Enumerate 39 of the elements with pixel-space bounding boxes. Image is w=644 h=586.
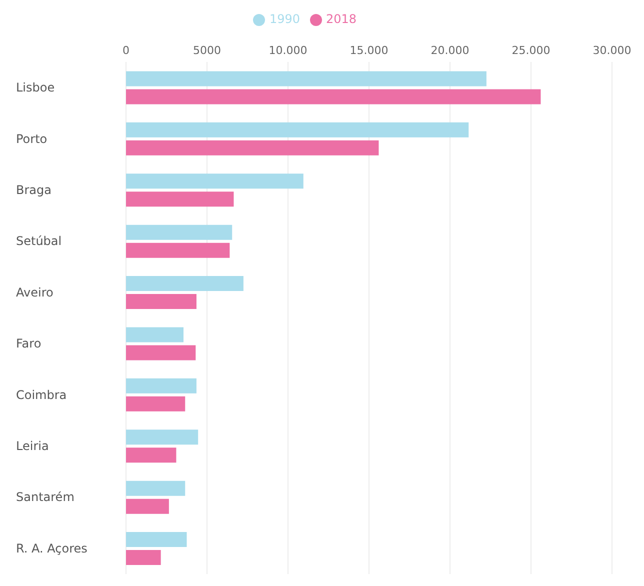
legend-label: 1990 (269, 12, 300, 26)
y-tick-label: Aveiro (16, 285, 54, 300)
bar (126, 345, 196, 360)
y-tick-label: Lisboe (16, 80, 55, 95)
x-tick-label: 10.000 (268, 44, 308, 57)
bar (126, 122, 469, 138)
y-tick-label: Porto (16, 132, 48, 146)
bar (126, 498, 169, 514)
y-tick-label: Santarém (16, 490, 74, 504)
bar (126, 71, 486, 86)
bar (126, 480, 186, 496)
bar (126, 430, 198, 445)
bar (126, 276, 244, 292)
x-tick-label: 5000 (193, 44, 221, 57)
y-tick-label: Leiria (16, 439, 49, 453)
bar (126, 396, 186, 412)
bar (126, 89, 541, 104)
bar (126, 242, 230, 258)
y-tick-label: Coimbra (16, 388, 67, 402)
x-tick-label: 20.000 (430, 44, 470, 57)
x-tick-label: 30.000 (592, 44, 632, 57)
bar (126, 140, 379, 156)
x-tick-label: 15.000 (350, 44, 388, 57)
legend-label: 2018 (326, 12, 357, 26)
bar (126, 294, 196, 310)
y-tick-label: Braga (16, 183, 52, 197)
x-tick-label: 0 (122, 44, 130, 57)
bar (126, 532, 187, 548)
bar (126, 192, 234, 207)
y-tick-label: Faro (16, 336, 42, 351)
y-tick-label: R. A. Açores (16, 541, 88, 556)
bar (126, 224, 232, 240)
y-tick-label: Setúbal (16, 234, 62, 248)
bar (126, 378, 196, 394)
bar (126, 174, 304, 189)
x-tick-label: 25.000 (512, 44, 550, 57)
bar (126, 327, 184, 342)
bar (126, 550, 161, 566)
bar (126, 448, 176, 463)
